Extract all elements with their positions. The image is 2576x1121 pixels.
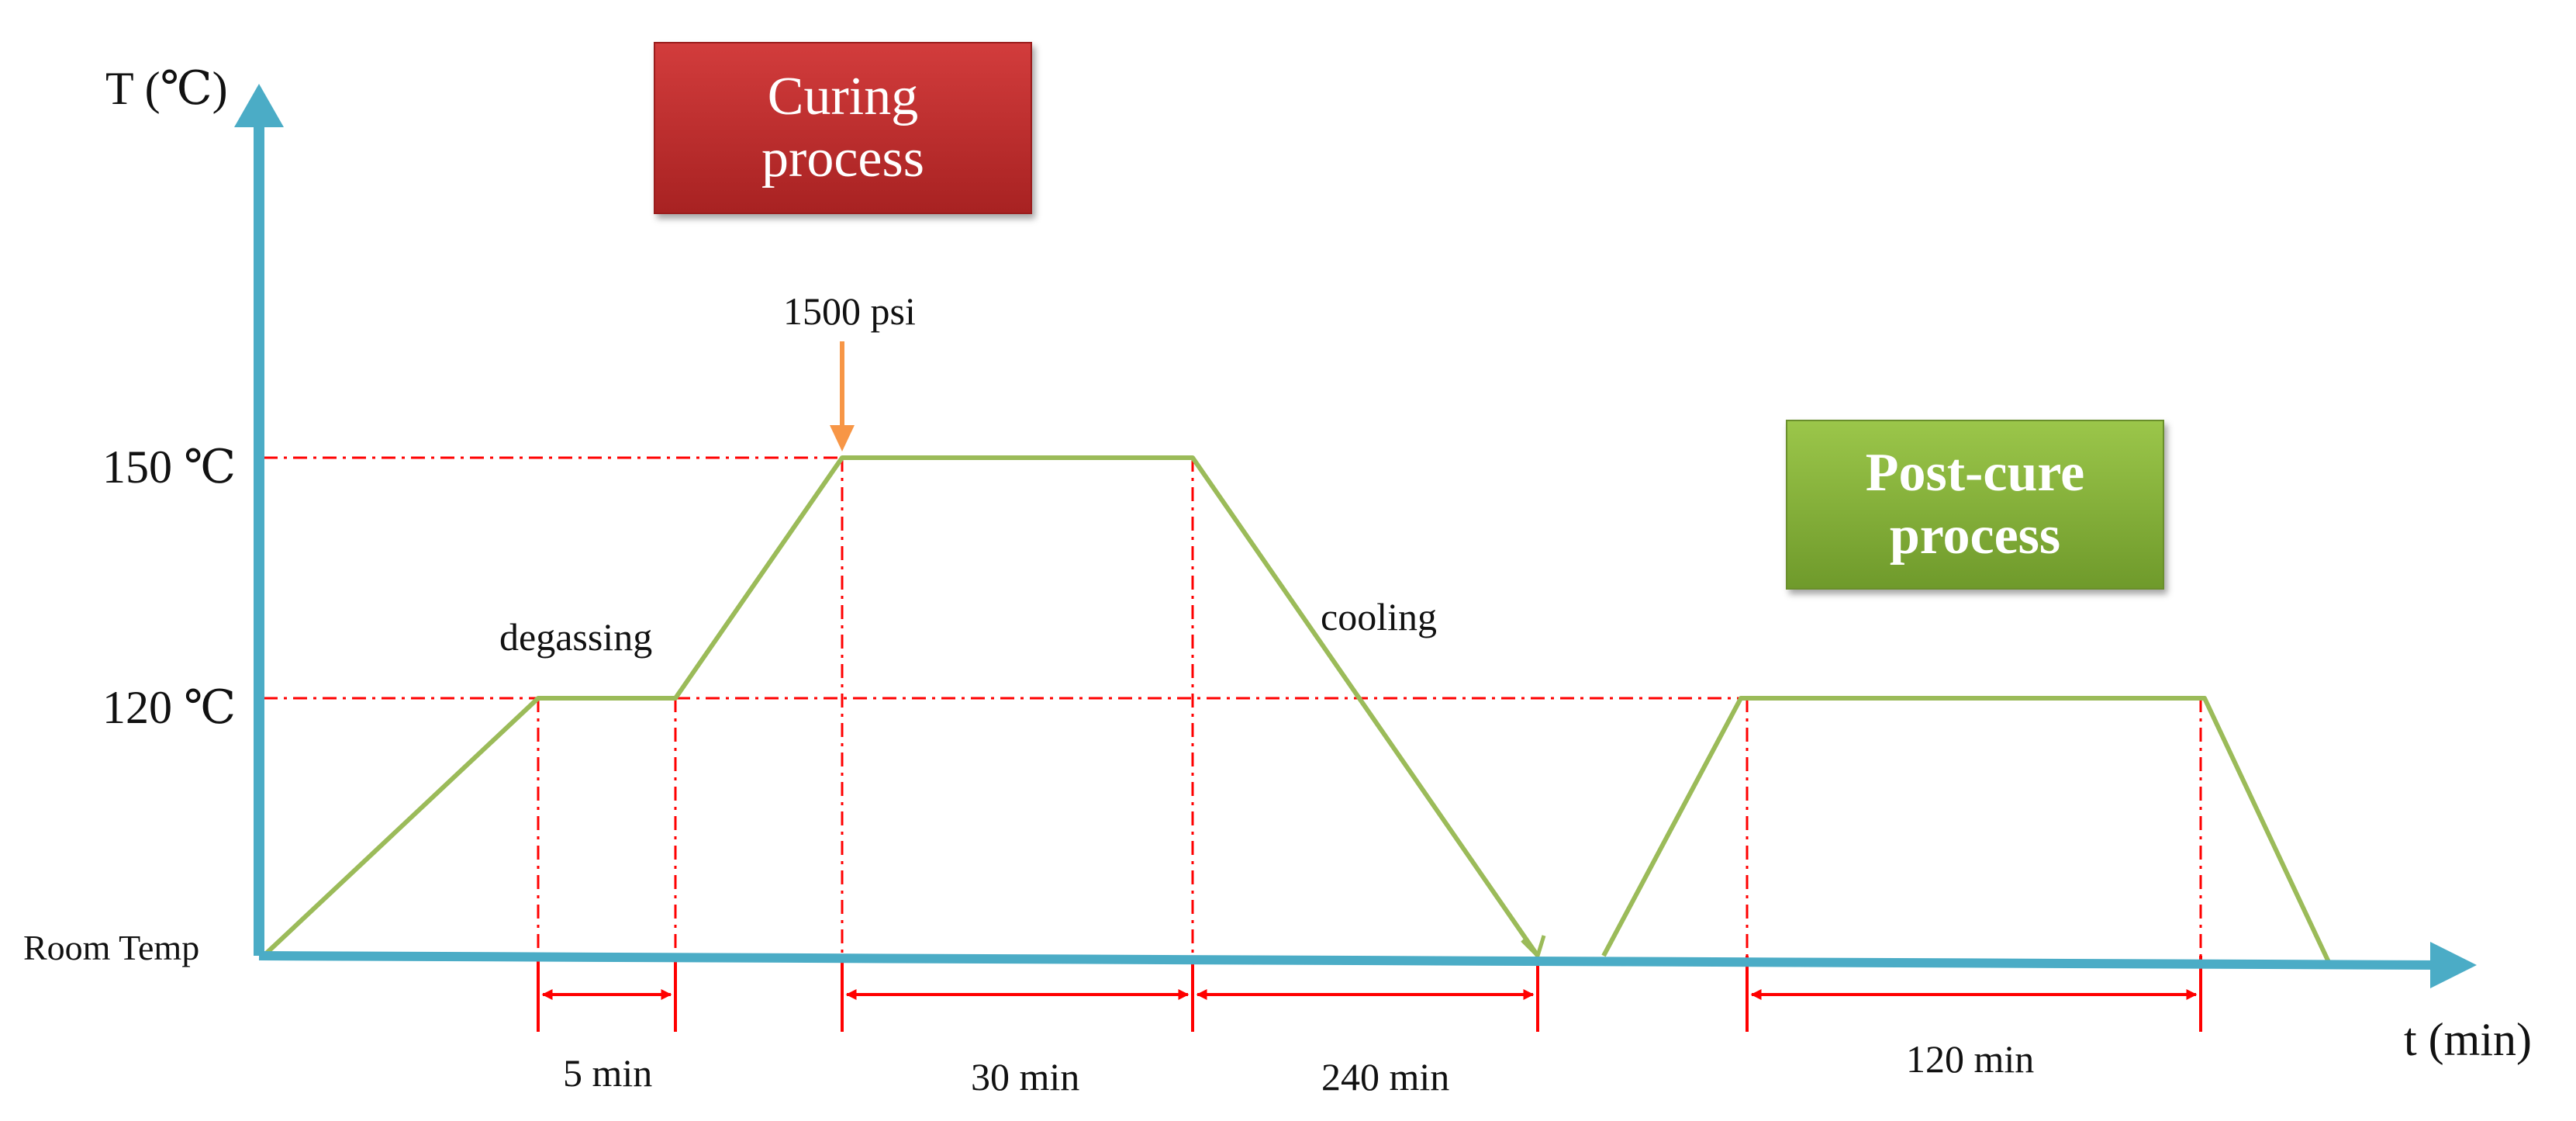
duration-5min-label: 5 min	[563, 1051, 652, 1095]
degassing-label: degassing	[499, 615, 652, 659]
x-axis	[258, 951, 2443, 970]
duration-120min-label: 120 min	[1906, 1037, 2034, 1081]
level-120-label: 120 ℃	[102, 682, 236, 733]
pressure-arrow-head	[830, 425, 855, 452]
cooling-end-arrowhead	[1521, 935, 1546, 958]
duration-30min-label: 30 min	[971, 1055, 1079, 1099]
postcure-profile-line	[1601, 696, 2331, 964]
x-axis-label: t (min)	[2404, 1014, 2532, 1065]
x-axis-arrowhead	[2430, 942, 2477, 988]
pressure-arrow	[830, 341, 855, 452]
curing-process-label: Curing process	[761, 66, 924, 189]
postcure-process-box: Post-cure process	[1786, 420, 2164, 590]
duration-bars	[537, 956, 2202, 1032]
curing-process-box: Curing process	[654, 42, 1032, 214]
y-axis-label: T (℃)	[105, 63, 228, 114]
temperature-profile	[261, 455, 2331, 964]
curing-profile-line	[261, 455, 1540, 958]
y-axis-arrowhead	[234, 84, 284, 127]
postcure-process-label: Post-cure process	[1865, 443, 2085, 566]
axes	[234, 84, 2477, 988]
pressure-label: 1500 psi	[783, 289, 916, 333]
level-150-label: 150 ℃	[102, 441, 236, 493]
room-temp-label: Room Temp	[23, 928, 199, 967]
duration-240min-label: 240 min	[1321, 1055, 1449, 1099]
cooling-label: cooling	[1321, 595, 1437, 638]
